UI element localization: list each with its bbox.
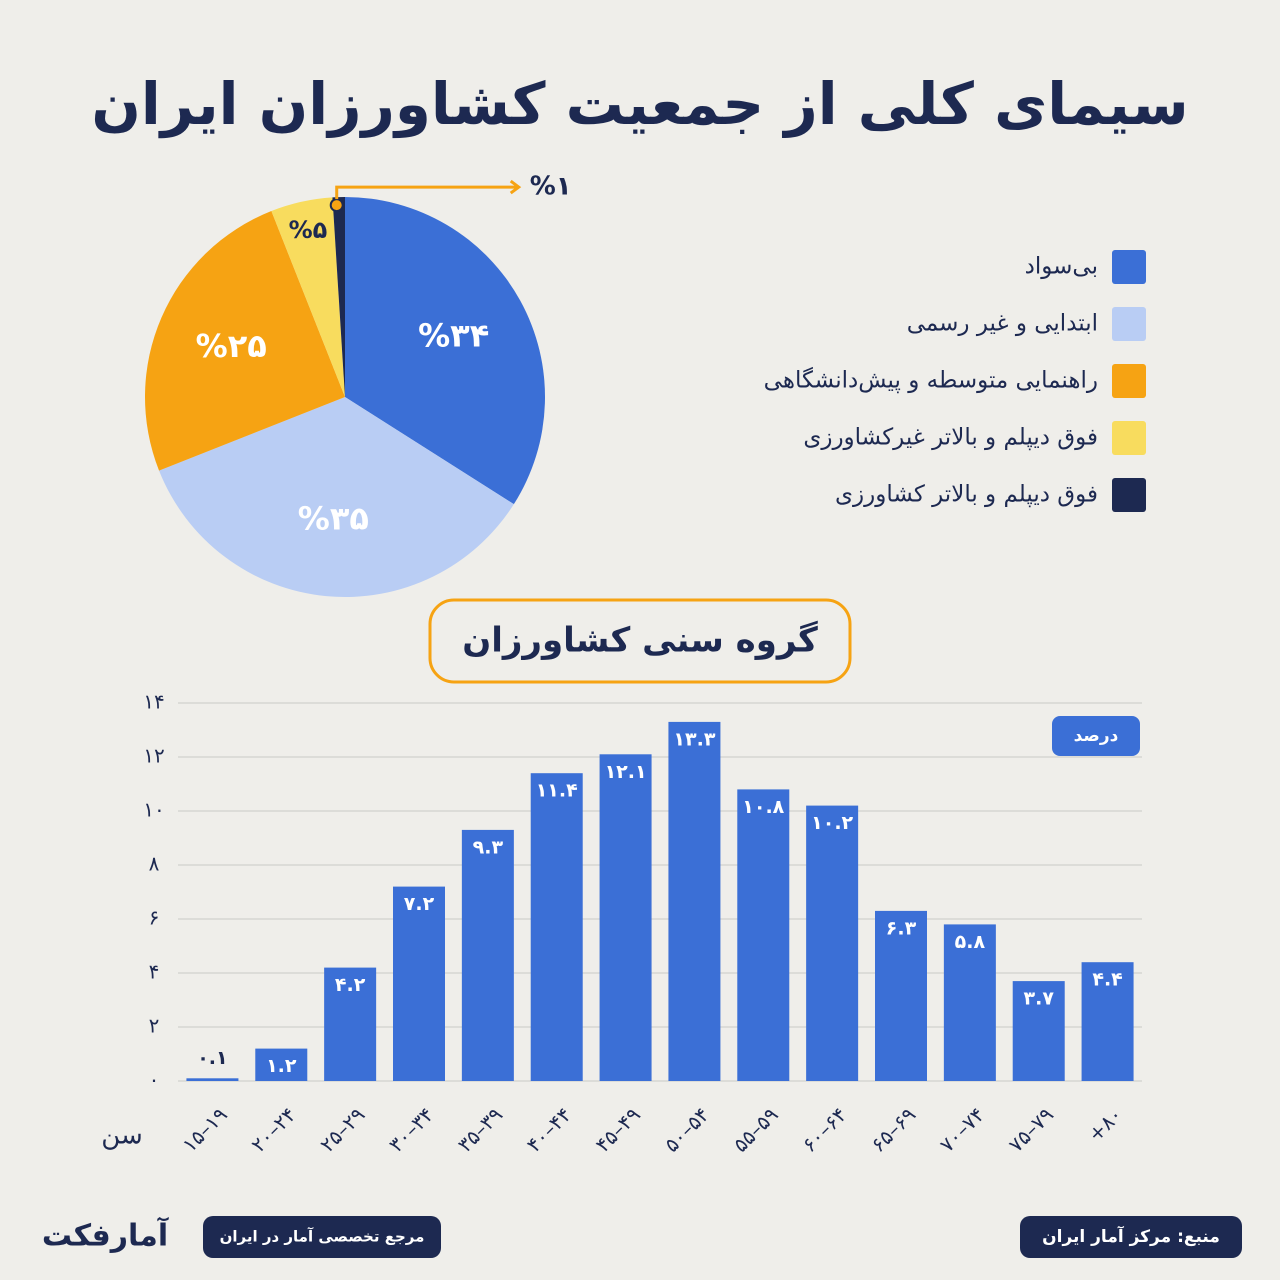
legend-swatch <box>1112 307 1146 341</box>
bar <box>255 1048 308 1081</box>
y-tick-label: ۲ <box>149 1014 160 1038</box>
y-tick-label: ۸ <box>149 852 160 876</box>
y-tick-label: ۱۰ <box>143 798 164 822</box>
source-badge <box>1020 1216 1242 1258</box>
y-axis-label: درصد <box>1074 726 1119 746</box>
tagline-badge <box>203 1216 441 1258</box>
pie-slice <box>159 397 514 597</box>
legend-label: فوق دیپلم و بالاتر غیرکشاورزی <box>803 425 1098 451</box>
y-tick-label: ۱۲ <box>143 744 164 768</box>
legend-swatch <box>1112 364 1146 398</box>
main-title: سیمای کلی از جمعیت کشاورزان ایران <box>91 70 1188 139</box>
y-tick-label: ۴ <box>149 960 160 984</box>
bar-title-box <box>428 598 852 684</box>
bar <box>1012 981 1065 1081</box>
value-label: ۱.۲ <box>266 1055 297 1077</box>
bar <box>668 721 721 1081</box>
value-label: ۱۰.۲ <box>811 812 853 834</box>
value-label: ۵.۸ <box>955 931 986 953</box>
value-label: ۱۰.۸ <box>742 796 784 818</box>
pie-label: %۳۴ <box>418 316 489 354</box>
y-tick-label: ۶ <box>149 906 160 930</box>
value-label: ۴.۲ <box>335 974 366 996</box>
bar <box>530 773 583 1081</box>
value-label: ۶.۳ <box>886 917 917 939</box>
pie-label: %۱ <box>530 172 572 202</box>
bar <box>324 967 377 1081</box>
value-label: ۱۲.۱ <box>605 761 647 783</box>
bar <box>737 789 790 1081</box>
pie-slice <box>271 197 345 397</box>
legend-swatch <box>1112 421 1146 455</box>
source: منبع: مرکز آمار ایران <box>1042 1225 1220 1247</box>
pie-label: %۲۵ <box>196 327 267 365</box>
bar <box>1081 962 1134 1081</box>
value-label: ۰.۱ <box>197 1047 227 1069</box>
pie-label: %۵ <box>289 216 328 244</box>
bar <box>599 754 652 1081</box>
bar-title: گروه سنی کشاورزان <box>462 621 818 661</box>
value-label: ۳.۷ <box>1024 988 1055 1010</box>
bar <box>393 886 445 1081</box>
legend-swatch <box>1112 478 1146 512</box>
bar <box>943 924 996 1081</box>
callout-dot <box>329 198 344 213</box>
y-tick-label: ۰ <box>149 1068 160 1092</box>
value-label: ۴.۴ <box>1092 969 1122 991</box>
tagline: مرجع تخصصی آمار در ایران <box>220 1228 425 1246</box>
bar <box>461 829 514 1081</box>
value-label: ۱۳.۳ <box>673 728 715 750</box>
legend-label: بی‌سواد <box>1025 254 1098 280</box>
pie-slice <box>345 197 545 505</box>
x-axis-label: سن <box>101 1121 143 1151</box>
unit-badge <box>1052 716 1140 756</box>
legend-label: ابتدایی و غیر رسمی <box>907 311 1098 337</box>
logo: آمارفکت <box>42 1217 169 1254</box>
pie-slice <box>332 197 345 397</box>
bar <box>806 805 859 1081</box>
pie-label: %۳۵ <box>298 499 369 537</box>
callout-arrow <box>335 179 522 200</box>
legend-label: راهنمایی متوسطه و پیش‌دانشگاهی <box>764 367 1098 394</box>
bar <box>875 910 927 1081</box>
pie-slice <box>145 211 345 471</box>
value-label: ۱۱.۴ <box>536 780 578 802</box>
legend-label: فوق دیپلم و بالاتر کشاورزی <box>835 482 1098 508</box>
bar <box>186 1078 239 1081</box>
y-tick-label: ۱۴ <box>143 690 164 714</box>
value-label: ۷.۲ <box>404 893 435 915</box>
legend-swatch <box>1112 250 1146 284</box>
value-label: ۹.۳ <box>473 836 504 858</box>
